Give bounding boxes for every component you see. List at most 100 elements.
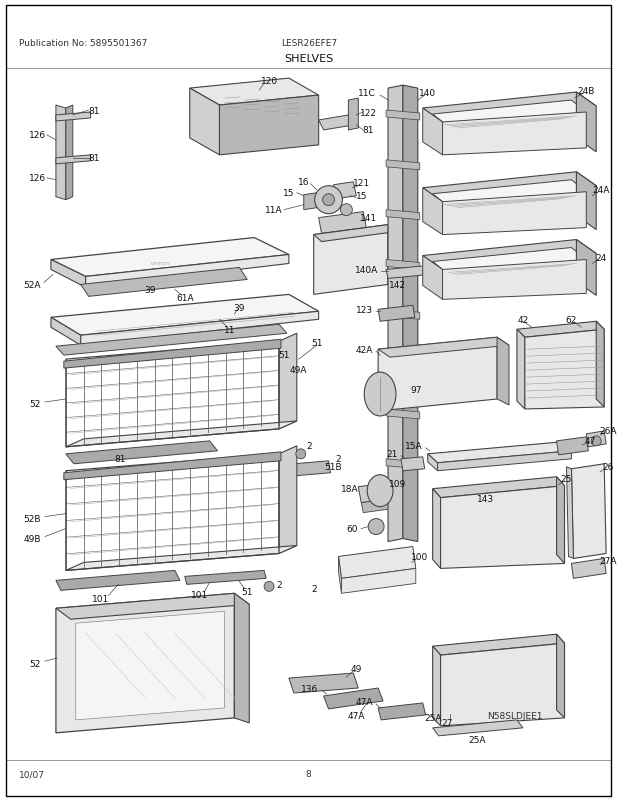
Text: 25: 25: [561, 475, 572, 484]
Polygon shape: [378, 306, 415, 322]
Polygon shape: [66, 106, 73, 200]
Polygon shape: [433, 646, 441, 726]
Text: 25A: 25A: [424, 714, 441, 723]
Polygon shape: [234, 593, 249, 723]
Polygon shape: [386, 260, 420, 270]
Polygon shape: [557, 634, 564, 718]
Text: 18A: 18A: [340, 484, 358, 493]
Text: 140A: 140A: [355, 265, 378, 274]
Polygon shape: [339, 557, 342, 593]
Text: 101: 101: [191, 590, 208, 599]
Polygon shape: [517, 322, 604, 338]
Text: 123: 123: [356, 306, 373, 314]
Text: 136: 136: [301, 683, 319, 693]
Text: 26A: 26A: [600, 427, 617, 435]
Circle shape: [315, 187, 342, 214]
Polygon shape: [388, 86, 403, 542]
Text: 100: 100: [411, 553, 428, 561]
Text: SHELVES: SHELVES: [284, 54, 334, 64]
Polygon shape: [441, 643, 564, 726]
Text: 11: 11: [224, 326, 235, 334]
Polygon shape: [56, 156, 91, 164]
Polygon shape: [66, 546, 297, 571]
Text: 126: 126: [29, 174, 46, 183]
Text: 52: 52: [30, 658, 41, 668]
Polygon shape: [51, 318, 81, 346]
Circle shape: [264, 581, 274, 592]
Polygon shape: [433, 101, 587, 127]
Polygon shape: [423, 241, 596, 270]
Circle shape: [368, 519, 384, 535]
Polygon shape: [557, 477, 564, 564]
Text: 42A: 42A: [356, 345, 373, 354]
Polygon shape: [403, 86, 418, 542]
Text: 47A: 47A: [348, 711, 365, 720]
Text: 15: 15: [355, 192, 367, 201]
Text: 49A: 49A: [290, 365, 308, 375]
Polygon shape: [577, 93, 596, 152]
Polygon shape: [423, 188, 443, 235]
Polygon shape: [386, 460, 420, 469]
Polygon shape: [587, 431, 606, 448]
Text: 2: 2: [311, 584, 316, 593]
Text: 24A: 24A: [593, 186, 610, 195]
Polygon shape: [433, 634, 564, 655]
Polygon shape: [64, 340, 281, 369]
Text: 21: 21: [387, 450, 398, 459]
Polygon shape: [517, 330, 525, 410]
Text: 8: 8: [306, 769, 312, 778]
Polygon shape: [56, 113, 91, 122]
Text: 126: 126: [29, 132, 46, 140]
Polygon shape: [324, 688, 383, 709]
Text: 16: 16: [298, 178, 309, 187]
Polygon shape: [557, 437, 588, 456]
Text: 2: 2: [306, 442, 311, 451]
Text: 47: 47: [585, 437, 596, 446]
Polygon shape: [348, 99, 358, 131]
Polygon shape: [81, 268, 247, 297]
Text: 101: 101: [92, 594, 109, 603]
Polygon shape: [319, 213, 366, 234]
Circle shape: [591, 436, 601, 446]
Polygon shape: [56, 593, 234, 733]
Text: 81: 81: [363, 126, 374, 136]
Text: 26: 26: [603, 463, 614, 472]
Text: Publication No: 5895501367: Publication No: 5895501367: [19, 38, 148, 47]
Polygon shape: [319, 115, 353, 131]
Text: 39: 39: [144, 286, 156, 294]
Polygon shape: [572, 464, 606, 559]
Polygon shape: [428, 443, 572, 464]
Polygon shape: [433, 477, 564, 498]
Text: 81: 81: [89, 154, 100, 163]
Polygon shape: [443, 113, 587, 156]
Polygon shape: [66, 421, 297, 448]
Polygon shape: [185, 571, 266, 585]
Polygon shape: [86, 255, 289, 288]
Polygon shape: [386, 359, 420, 370]
Polygon shape: [428, 454, 438, 471]
Polygon shape: [386, 410, 420, 419]
Polygon shape: [51, 295, 319, 336]
Polygon shape: [378, 703, 426, 720]
Polygon shape: [51, 238, 289, 277]
Polygon shape: [66, 441, 218, 464]
Text: 52A: 52A: [24, 281, 41, 290]
Polygon shape: [51, 260, 86, 288]
Text: 10/07: 10/07: [19, 769, 45, 778]
Text: LESR26EFE7: LESR26EFE7: [281, 38, 337, 47]
Text: 61A: 61A: [176, 294, 193, 302]
Polygon shape: [386, 266, 430, 279]
Polygon shape: [56, 325, 287, 356]
Text: 15A: 15A: [405, 442, 423, 451]
Text: 51: 51: [242, 587, 253, 596]
Polygon shape: [64, 452, 281, 480]
Polygon shape: [441, 486, 564, 569]
Text: 15: 15: [283, 189, 294, 198]
Polygon shape: [596, 322, 604, 407]
Polygon shape: [567, 468, 574, 559]
Polygon shape: [386, 111, 420, 121]
Polygon shape: [497, 338, 509, 406]
Polygon shape: [386, 210, 420, 221]
Polygon shape: [423, 93, 596, 123]
Polygon shape: [279, 446, 297, 553]
